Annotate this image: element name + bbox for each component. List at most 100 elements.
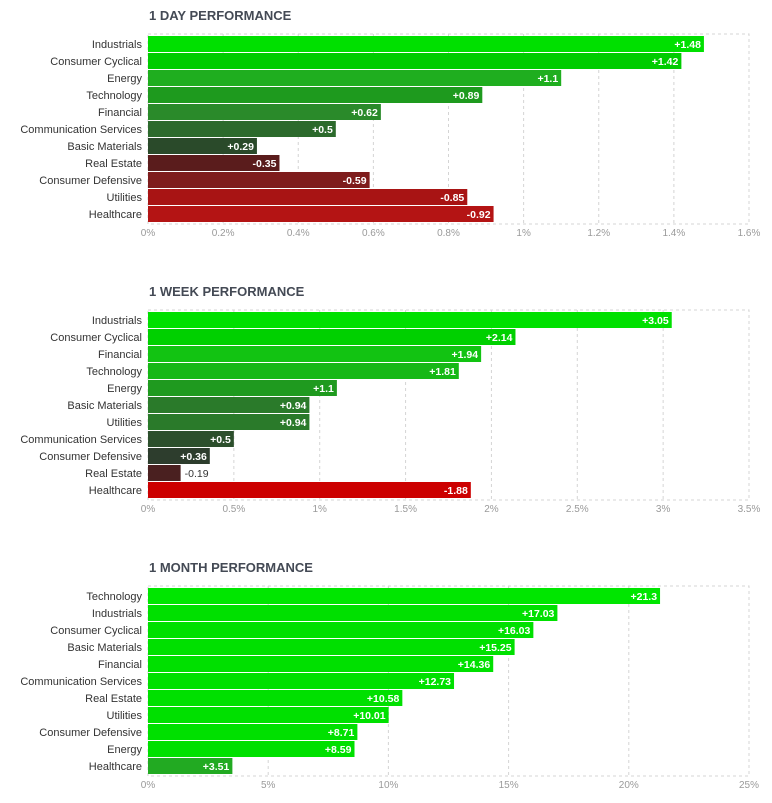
category-label: Industrials <box>92 315 143 327</box>
bar[interactable] <box>148 605 558 621</box>
bar[interactable] <box>148 431 234 447</box>
bar[interactable] <box>148 758 233 774</box>
category-label: Utilities <box>107 417 143 429</box>
bar[interactable] <box>148 121 336 137</box>
category-label: Real Estate <box>85 693 142 705</box>
x-tick-label: 1.2% <box>587 228 610 239</box>
bar[interactable] <box>148 656 494 672</box>
bar[interactable] <box>148 690 403 706</box>
category-label: Energy <box>107 744 142 756</box>
category-label: Basic Materials <box>67 141 142 153</box>
x-tick-label: 15% <box>499 780 519 791</box>
bar[interactable] <box>148 312 672 328</box>
x-tick-label: 1% <box>516 228 531 239</box>
bar[interactable] <box>148 707 389 723</box>
bar-value-label: +14.36 <box>458 659 491 671</box>
bar-value-label: +1.1 <box>313 383 334 395</box>
x-tick-label: 2.5% <box>566 504 589 515</box>
bar-value-label: +10.01 <box>353 710 386 722</box>
bar-value-label: +2.14 <box>486 332 513 344</box>
bar-value-label: +0.5 <box>312 124 333 136</box>
bar[interactable] <box>148 673 455 689</box>
bar-value-label: -0.35 <box>253 158 277 170</box>
category-label: Basic Materials <box>67 400 142 412</box>
bar[interactable] <box>148 414 310 430</box>
x-tick-label: 3.5% <box>738 504 761 515</box>
category-label: Consumer Cyclical <box>50 332 142 344</box>
bar-value-label: +0.89 <box>453 90 480 102</box>
x-tick-label: 25% <box>739 780 759 791</box>
category-label: Energy <box>107 383 142 395</box>
x-tick-label: 20% <box>619 780 639 791</box>
category-label: Healthcare <box>89 485 142 497</box>
chart-1-day: 0% 0.2% 0.4% 0.6% 0.8% 1% 1.2% 1.4% 1.6% Industri… <box>20 33 761 239</box>
bar[interactable] <box>148 380 337 396</box>
bar[interactable] <box>148 53 682 69</box>
x-tick-label: 5% <box>261 780 276 791</box>
bar-value-label: +17.03 <box>522 608 555 620</box>
category-label: Utilities <box>107 710 143 722</box>
bar[interactable] <box>148 622 534 638</box>
bar[interactable] <box>148 741 355 757</box>
category-label: Healthcare <box>89 209 142 221</box>
category-label: Consumer Defensive <box>39 727 142 739</box>
category-label: Consumer Cyclical <box>50 625 142 637</box>
bar[interactable] <box>148 465 181 481</box>
x-tick-label: 0.5% <box>222 504 245 515</box>
bar-value-label: +0.62 <box>351 107 378 119</box>
x-tick-label: 1.6% <box>738 228 761 239</box>
bar-value-label: -0.92 <box>467 209 491 221</box>
bar[interactable] <box>148 346 482 362</box>
bar[interactable] <box>148 329 516 345</box>
plot-frame <box>147 585 750 777</box>
category-label: Financial <box>98 349 142 361</box>
bar-value-label: +0.94 <box>280 417 307 429</box>
bar[interactable] <box>148 87 483 103</box>
bar[interactable] <box>148 397 310 413</box>
x-tick-label: 0.6% <box>362 228 385 239</box>
bar[interactable] <box>148 172 370 188</box>
category-label: Communication Services <box>20 676 142 688</box>
bar[interactable] <box>148 363 459 379</box>
x-tick-label: 1.4% <box>662 228 685 239</box>
bar[interactable] <box>148 138 257 154</box>
x-tick-label: 2% <box>484 504 499 515</box>
category-label: Technology <box>86 90 142 102</box>
bar-value-label: +0.29 <box>227 141 254 153</box>
category-label: Consumer Defensive <box>39 451 142 463</box>
bar-value-label: +1.1 <box>537 73 558 85</box>
bar[interactable] <box>148 639 515 655</box>
bar[interactable] <box>148 724 358 740</box>
bar[interactable] <box>148 588 661 604</box>
bar-value-label: +16.03 <box>498 625 531 637</box>
bar[interactable] <box>148 189 468 205</box>
category-label: Basic Materials <box>67 642 142 654</box>
category-label: Real Estate <box>85 158 142 170</box>
x-tick-label: 1.5% <box>394 504 417 515</box>
category-label: Technology <box>86 366 142 378</box>
bar-value-label: +10.58 <box>367 693 400 705</box>
bar-value-label: -0.19 <box>185 468 209 480</box>
category-label: Real Estate <box>85 468 142 480</box>
x-tick-label: 0.8% <box>437 228 460 239</box>
bar[interactable] <box>148 36 704 52</box>
bar[interactable] <box>148 104 381 120</box>
bar[interactable] <box>148 70 562 86</box>
bar-value-label: +3.05 <box>642 315 669 327</box>
bar-value-label: +0.5 <box>210 434 231 446</box>
bar-value-label: +8.71 <box>328 727 355 739</box>
panel-title: 1 WEEK PERFORMANCE <box>149 284 305 299</box>
x-tick-label: 0.4% <box>287 228 310 239</box>
bar[interactable] <box>148 206 494 222</box>
category-label: Industrials <box>92 39 143 51</box>
bar-value-label: -0.85 <box>440 192 464 204</box>
bar-value-label: -1.88 <box>444 485 468 497</box>
category-label: Healthcare <box>89 761 142 773</box>
bar[interactable] <box>148 155 280 171</box>
bar-value-label: +0.94 <box>280 400 307 412</box>
category-label: Financial <box>98 659 142 671</box>
bar[interactable] <box>148 448 210 464</box>
category-label: Consumer Cyclical <box>50 56 142 68</box>
bar[interactable] <box>148 482 471 498</box>
chart-1-month: 0% 5% 10% 15% 20% 25% Technology +21.3 Industria… <box>20 585 759 791</box>
